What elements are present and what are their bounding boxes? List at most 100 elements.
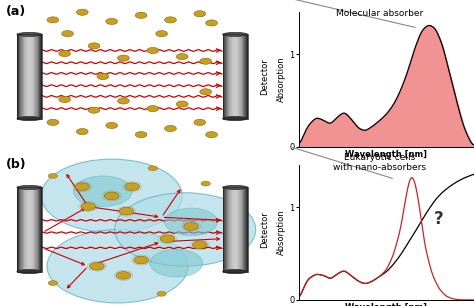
Circle shape: [104, 192, 119, 200]
Polygon shape: [242, 187, 243, 272]
Polygon shape: [21, 187, 22, 272]
Text: ?: ?: [434, 210, 444, 228]
Polygon shape: [227, 187, 228, 272]
Circle shape: [176, 54, 188, 60]
Polygon shape: [25, 187, 26, 272]
Circle shape: [47, 119, 59, 125]
Polygon shape: [243, 35, 244, 118]
Circle shape: [62, 31, 73, 37]
Polygon shape: [234, 187, 235, 272]
Ellipse shape: [223, 185, 247, 189]
Polygon shape: [246, 187, 247, 272]
Polygon shape: [39, 187, 40, 272]
Polygon shape: [27, 35, 28, 118]
Polygon shape: [29, 187, 30, 272]
Circle shape: [164, 17, 176, 23]
Polygon shape: [30, 187, 31, 272]
Circle shape: [47, 230, 188, 303]
Circle shape: [106, 122, 118, 129]
Polygon shape: [223, 35, 224, 118]
Polygon shape: [244, 187, 245, 272]
Circle shape: [183, 223, 198, 230]
Circle shape: [59, 50, 71, 57]
Polygon shape: [240, 35, 241, 118]
Circle shape: [135, 132, 147, 138]
Polygon shape: [19, 187, 20, 272]
Polygon shape: [25, 35, 26, 118]
Polygon shape: [229, 35, 230, 118]
Polygon shape: [21, 35, 22, 118]
Text: (a): (a): [6, 5, 26, 17]
Polygon shape: [22, 35, 23, 118]
Circle shape: [135, 12, 147, 18]
Polygon shape: [240, 187, 241, 272]
Polygon shape: [41, 35, 42, 118]
Circle shape: [157, 291, 166, 296]
Circle shape: [147, 47, 159, 54]
Polygon shape: [231, 35, 232, 118]
Polygon shape: [234, 35, 235, 118]
Circle shape: [116, 272, 131, 279]
Polygon shape: [37, 35, 38, 118]
Circle shape: [118, 55, 129, 61]
Circle shape: [48, 281, 58, 285]
Polygon shape: [225, 187, 226, 272]
Polygon shape: [237, 35, 238, 118]
Polygon shape: [245, 35, 246, 118]
Circle shape: [81, 203, 95, 211]
Polygon shape: [35, 187, 36, 272]
Ellipse shape: [17, 185, 42, 189]
Text: Molecular absorber: Molecular absorber: [336, 9, 423, 18]
Circle shape: [148, 166, 157, 171]
Text: Detector: Detector: [260, 58, 269, 95]
Polygon shape: [28, 35, 29, 118]
Polygon shape: [33, 187, 34, 272]
Polygon shape: [20, 187, 21, 272]
Polygon shape: [17, 35, 18, 118]
Polygon shape: [226, 187, 227, 272]
Polygon shape: [41, 187, 42, 272]
Polygon shape: [231, 187, 232, 272]
Polygon shape: [36, 35, 37, 118]
Circle shape: [206, 20, 218, 26]
Polygon shape: [243, 187, 244, 272]
Polygon shape: [19, 35, 20, 118]
Polygon shape: [230, 187, 231, 272]
Polygon shape: [238, 35, 239, 118]
Polygon shape: [35, 35, 36, 118]
Polygon shape: [233, 187, 234, 272]
Circle shape: [76, 9, 88, 15]
Polygon shape: [39, 35, 40, 118]
Circle shape: [48, 174, 58, 178]
Circle shape: [106, 18, 118, 24]
Polygon shape: [28, 187, 29, 272]
Polygon shape: [245, 187, 246, 272]
Polygon shape: [242, 35, 243, 118]
Polygon shape: [228, 35, 229, 118]
Circle shape: [90, 262, 104, 270]
Ellipse shape: [223, 32, 247, 36]
Circle shape: [160, 235, 175, 242]
Polygon shape: [226, 35, 227, 118]
Ellipse shape: [17, 32, 42, 36]
Polygon shape: [235, 35, 236, 118]
Polygon shape: [24, 35, 25, 118]
Polygon shape: [30, 35, 31, 118]
Polygon shape: [230, 35, 231, 118]
Polygon shape: [20, 35, 21, 118]
Circle shape: [118, 98, 129, 104]
Polygon shape: [233, 35, 234, 118]
Circle shape: [192, 241, 207, 248]
Y-axis label: Absorption: Absorption: [277, 57, 286, 103]
Circle shape: [47, 17, 59, 23]
Circle shape: [97, 73, 109, 80]
Circle shape: [164, 125, 176, 132]
Circle shape: [73, 176, 132, 207]
Circle shape: [59, 96, 71, 103]
Circle shape: [76, 129, 88, 135]
Polygon shape: [22, 187, 23, 272]
Ellipse shape: [17, 117, 42, 121]
Polygon shape: [38, 187, 39, 272]
Ellipse shape: [223, 270, 247, 274]
Text: (b): (b): [6, 158, 27, 170]
